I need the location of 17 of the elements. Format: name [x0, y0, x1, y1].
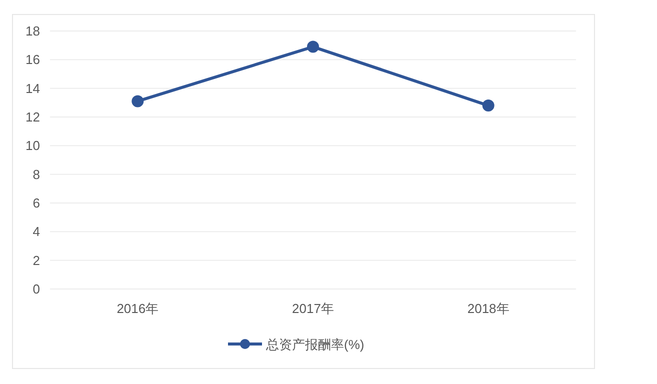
- y-tick-label: 8: [32, 166, 40, 182]
- y-tick-label: 6: [32, 196, 40, 210]
- y-tick-label: 4: [32, 224, 40, 240]
- x-tick-label: 2016年: [116, 301, 159, 316]
- legend-label: 总资产报酬率(%): [265, 337, 364, 352]
- y-tick-label: 2: [32, 252, 40, 268]
- y-tick-label: 18: [26, 24, 40, 38]
- y-tick-label: 12: [26, 110, 40, 124]
- y-tick-label: 0: [32, 282, 40, 296]
- y-tick-label: 10: [26, 138, 40, 154]
- point: [307, 40, 319, 53]
- y-tick-label: 16: [26, 52, 40, 68]
- point: [482, 100, 494, 112]
- point: [132, 95, 144, 108]
- y-tick-label: 14: [26, 80, 40, 96]
- x-tick-label: 2018年: [467, 301, 510, 316]
- x-tick-label: 2017年: [292, 301, 334, 316]
